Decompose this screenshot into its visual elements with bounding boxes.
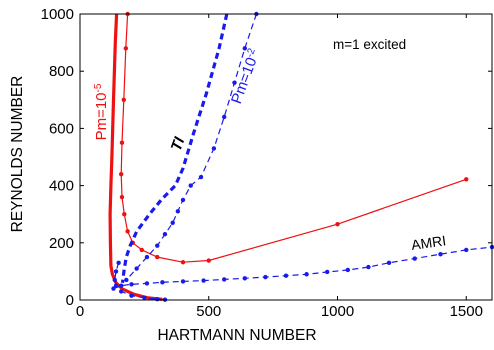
series-0-line bbox=[108, 13, 163, 301]
series-1-point bbox=[121, 97, 126, 103]
series-5-point bbox=[112, 277, 117, 283]
series-4-line bbox=[113, 246, 493, 290]
series-4-point bbox=[304, 272, 309, 277]
annotation-blue-pm: Pm=10-2 bbox=[228, 46, 264, 106]
series-4-point bbox=[129, 282, 134, 287]
series-3-point bbox=[180, 197, 186, 203]
series-4-point bbox=[366, 264, 371, 270]
series-1-point bbox=[206, 258, 211, 263]
x-tick-label: 0 bbox=[76, 303, 84, 320]
series-3-point bbox=[188, 183, 193, 188]
series-1-point bbox=[464, 177, 469, 182]
series-4-point bbox=[119, 283, 124, 288]
series-5-point bbox=[142, 295, 147, 300]
series-3-point bbox=[242, 46, 247, 51]
y-tick-label: 1000 bbox=[41, 6, 74, 23]
x-axis-title: HARTMANN NUMBER bbox=[157, 327, 316, 344]
series-1-point bbox=[119, 140, 125, 145]
y-tick-label: 0 bbox=[66, 292, 74, 309]
series-4-point bbox=[345, 267, 350, 273]
series-3-point bbox=[144, 254, 150, 260]
y-tick-label: 400 bbox=[49, 178, 74, 195]
series-4-point bbox=[242, 276, 247, 281]
axes-frame bbox=[79, 13, 493, 301]
series-4-point bbox=[386, 260, 392, 266]
series-1-point bbox=[119, 171, 124, 177]
annotation-red-pm: Pm=10-5 bbox=[93, 83, 111, 140]
series-3-point bbox=[124, 277, 129, 283]
y-tick-label: 200 bbox=[49, 235, 74, 252]
series-3-point bbox=[155, 243, 160, 248]
series-4-point bbox=[412, 256, 417, 261]
series-1-point bbox=[335, 222, 340, 227]
series-3-point bbox=[162, 232, 168, 237]
axes: 0 500 1000 1500 0 200 400 600 800 1000 bbox=[41, 6, 493, 320]
series-4-point bbox=[160, 280, 165, 285]
series-5-point bbox=[155, 296, 160, 302]
series-3-point bbox=[170, 220, 175, 225]
y-axis-title: REYNOLDS NUMBER bbox=[9, 76, 26, 233]
series-5-point bbox=[116, 260, 121, 266]
series-1-point bbox=[119, 194, 125, 200]
series-1-point bbox=[139, 247, 144, 253]
annotation-m1-excited: m=1 excited bbox=[333, 37, 406, 52]
x-tick-label: 1000 bbox=[321, 303, 354, 320]
series-4-point bbox=[180, 279, 186, 284]
y-tick-label: 600 bbox=[49, 120, 74, 137]
series-3-point bbox=[211, 146, 217, 151]
series-3-point bbox=[134, 266, 139, 271]
series-4-point bbox=[438, 252, 443, 257]
series-1-point bbox=[180, 260, 186, 265]
series-4-point bbox=[144, 281, 150, 286]
y-tick-label: 800 bbox=[49, 63, 74, 80]
series-1-point bbox=[125, 229, 130, 234]
series-4-point bbox=[283, 273, 289, 278]
series-4-point bbox=[263, 274, 268, 280]
series-3-point bbox=[232, 80, 237, 85]
series-5-point bbox=[119, 289, 124, 294]
series-4-point bbox=[464, 247, 469, 253]
series-4-point bbox=[111, 286, 116, 291]
series-4-point bbox=[325, 269, 330, 275]
plot-area bbox=[108, 11, 494, 302]
x-tick-label: 1500 bbox=[450, 303, 483, 320]
series-2-line bbox=[120, 13, 229, 283]
x-tick-label: 500 bbox=[196, 303, 221, 320]
annotation-ti: TI bbox=[168, 134, 189, 153]
series-1-point bbox=[123, 46, 129, 51]
series-3-point bbox=[175, 209, 181, 214]
series-4-point bbox=[222, 277, 227, 282]
annotation-amri: AMRI bbox=[410, 232, 447, 253]
series-5-point bbox=[129, 293, 134, 298]
series-1-point bbox=[155, 254, 160, 260]
series-4-point bbox=[201, 278, 206, 283]
series-3-point bbox=[222, 114, 227, 120]
series-1-point bbox=[122, 212, 127, 217]
series-3-point bbox=[198, 174, 204, 180]
series-3-line bbox=[125, 13, 257, 281]
series-5-point bbox=[113, 269, 119, 274]
series-5-point bbox=[113, 283, 119, 288]
